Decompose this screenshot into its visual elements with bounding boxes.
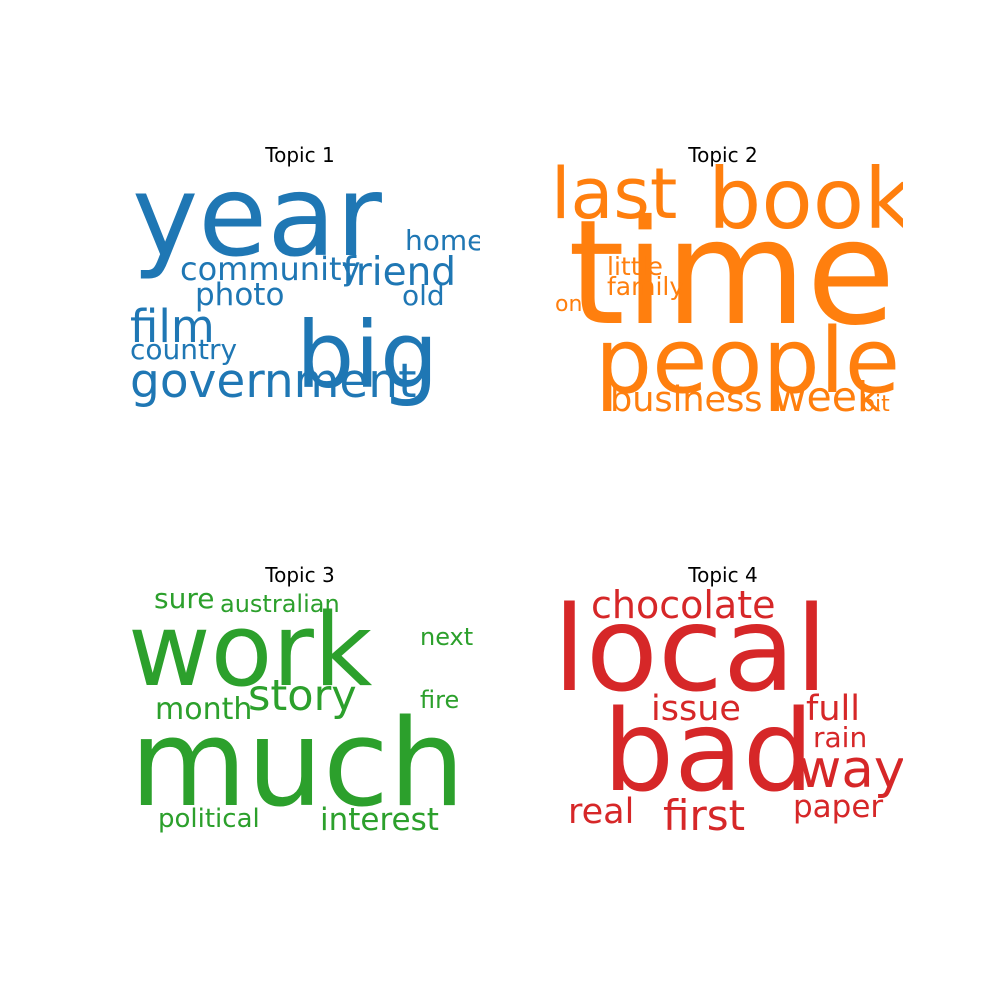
word-interest: interest bbox=[320, 802, 439, 838]
word-old: old bbox=[402, 279, 445, 312]
topic-1-panel: Topic 1 year big government film friend commu… bbox=[120, 145, 480, 465]
word-last: last bbox=[551, 153, 677, 235]
word-one: one bbox=[555, 292, 596, 317]
word-big: big bbox=[296, 302, 438, 409]
word-full: full bbox=[806, 689, 860, 729]
word-people: people bbox=[595, 309, 900, 414]
word-much: much bbox=[130, 695, 465, 834]
panel-title: Topic 3 bbox=[265, 563, 335, 587]
word-issue: issue bbox=[651, 689, 741, 729]
word-photo: photo bbox=[195, 277, 284, 313]
word-story: story bbox=[248, 671, 357, 721]
word-bad: bad bbox=[603, 687, 814, 817]
topic-2-panel: Topic 2 time people book last week business li… bbox=[543, 145, 903, 465]
word-month: month bbox=[155, 692, 252, 727]
word-family: family bbox=[607, 272, 684, 301]
word-paper: paper bbox=[793, 789, 883, 825]
word-way: way bbox=[798, 739, 903, 800]
word-business: business bbox=[610, 380, 763, 420]
word-sure: sure bbox=[154, 582, 214, 615]
word-friend: friend bbox=[342, 250, 456, 295]
word-rain: rain bbox=[813, 721, 867, 754]
word-home: home bbox=[405, 224, 480, 257]
panel-title: Topic 1 bbox=[265, 143, 335, 167]
word-time: time bbox=[568, 189, 896, 358]
topic-4-panel: Topic 4 local bad way first chocolate issue fu… bbox=[543, 565, 903, 885]
word-chocolate: chocolate bbox=[591, 583, 776, 627]
word-fire: fire bbox=[420, 686, 459, 714]
word-community: community bbox=[180, 250, 360, 288]
word-local: local bbox=[553, 580, 828, 718]
word-year: year bbox=[132, 152, 383, 282]
word-real: real bbox=[568, 792, 634, 832]
panel-title: Topic 4 bbox=[688, 563, 758, 587]
word-little: little bbox=[607, 252, 663, 281]
word-work: work bbox=[128, 591, 373, 709]
word-country: country bbox=[130, 333, 237, 366]
panel-title: Topic 2 bbox=[688, 143, 758, 167]
word-film: film bbox=[130, 300, 215, 353]
word-australian: australian bbox=[220, 590, 340, 618]
word-book: book bbox=[708, 150, 903, 248]
topic-3-panel: Topic 3 much work story interest month sure po… bbox=[120, 565, 480, 885]
word-bit: bit bbox=[861, 392, 890, 417]
word-next: next bbox=[420, 623, 473, 651]
word-first: first bbox=[663, 791, 745, 840]
word-government: government bbox=[130, 354, 417, 409]
word-political: political bbox=[158, 804, 260, 834]
word-week: week bbox=[773, 373, 881, 421]
